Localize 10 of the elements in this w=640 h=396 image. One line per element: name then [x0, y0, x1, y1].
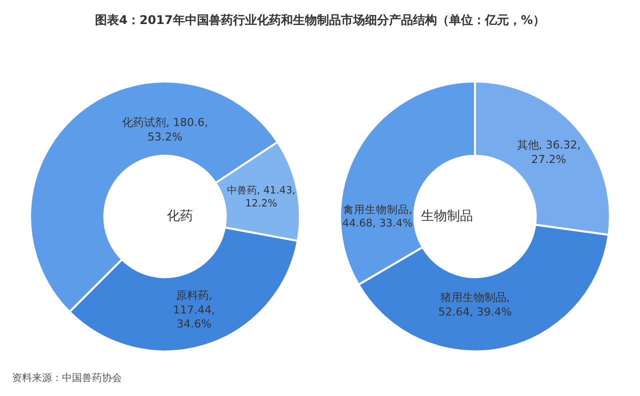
slice-label: 原料药, 117.44, 34.6% — [173, 289, 216, 331]
text: 化药 — [167, 209, 193, 224]
text: 资料来源：中国兽药协会 — [12, 372, 122, 384]
slice-label: 禽用生物制品, 44.68, 33.4% — [342, 202, 413, 230]
slice-label: 猪用生物制品, 52.64, 39.4% — [438, 291, 512, 319]
slice-label: 其他, 36.32, 27.2% — [516, 138, 581, 166]
text: 生物制品 — [421, 209, 473, 224]
slice-label: 化药试剂, 180.6, 53.2% — [122, 116, 208, 144]
slice-label: 中兽药, 41.43, 12.2% — [226, 184, 296, 210]
chart-title: 图表4：2017年中国兽药行业化药和生物制品市场细分产品结构（单位：亿元，%） — [95, 13, 545, 28]
